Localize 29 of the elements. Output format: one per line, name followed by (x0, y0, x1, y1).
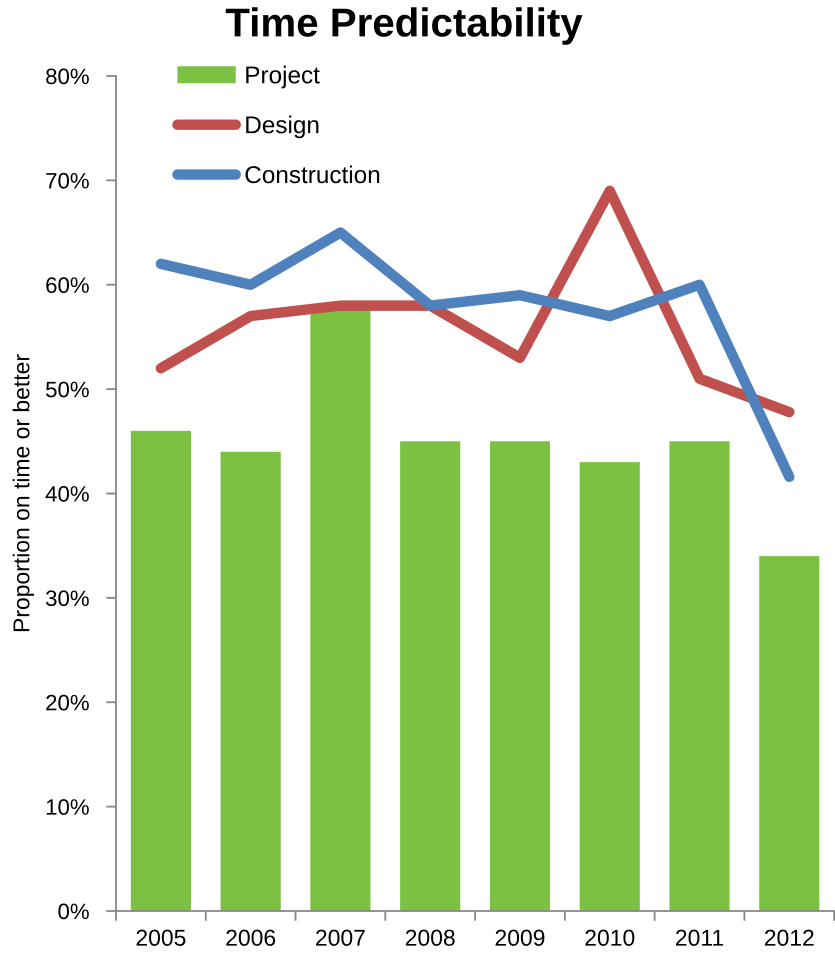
y-tick-label: 10% (46, 799, 89, 815)
x-tick-label: 2009 (496, 930, 544, 946)
y-tick-label: 30% (46, 590, 89, 606)
bar (759, 556, 820, 911)
legend-label: Construction (246, 165, 380, 184)
y-tick-label: 60% (46, 277, 89, 294)
x-tick-label: 2010 (585, 930, 634, 946)
bar (400, 441, 460, 911)
bar (580, 462, 640, 911)
y-tick-label: 80% (46, 68, 89, 84)
y-tick-label: 70% (46, 172, 89, 189)
x-tick-label: 2008 (406, 930, 455, 946)
y-tick-label: 50% (46, 382, 89, 398)
bar (490, 441, 550, 911)
chart-title: Time Predictability (226, 7, 583, 45)
bar (669, 441, 730, 911)
legend-label: Project (246, 66, 320, 88)
y-axis-title: Proportion on time or better (12, 354, 34, 632)
x-tick-label: 2011 (676, 930, 724, 946)
legend-label: Design (246, 116, 318, 138)
x-tick-label: 2007 (316, 930, 365, 946)
x-tick-label: 2006 (226, 930, 276, 946)
bar (220, 452, 281, 911)
y-tick-label: 40% (46, 486, 89, 502)
x-tick-label: 2005 (136, 930, 186, 946)
bar (130, 430, 191, 911)
x-tick-label: 2012 (764, 930, 814, 946)
y-tick-label: 0% (58, 904, 89, 920)
y-tick-label: 20% (46, 694, 89, 711)
